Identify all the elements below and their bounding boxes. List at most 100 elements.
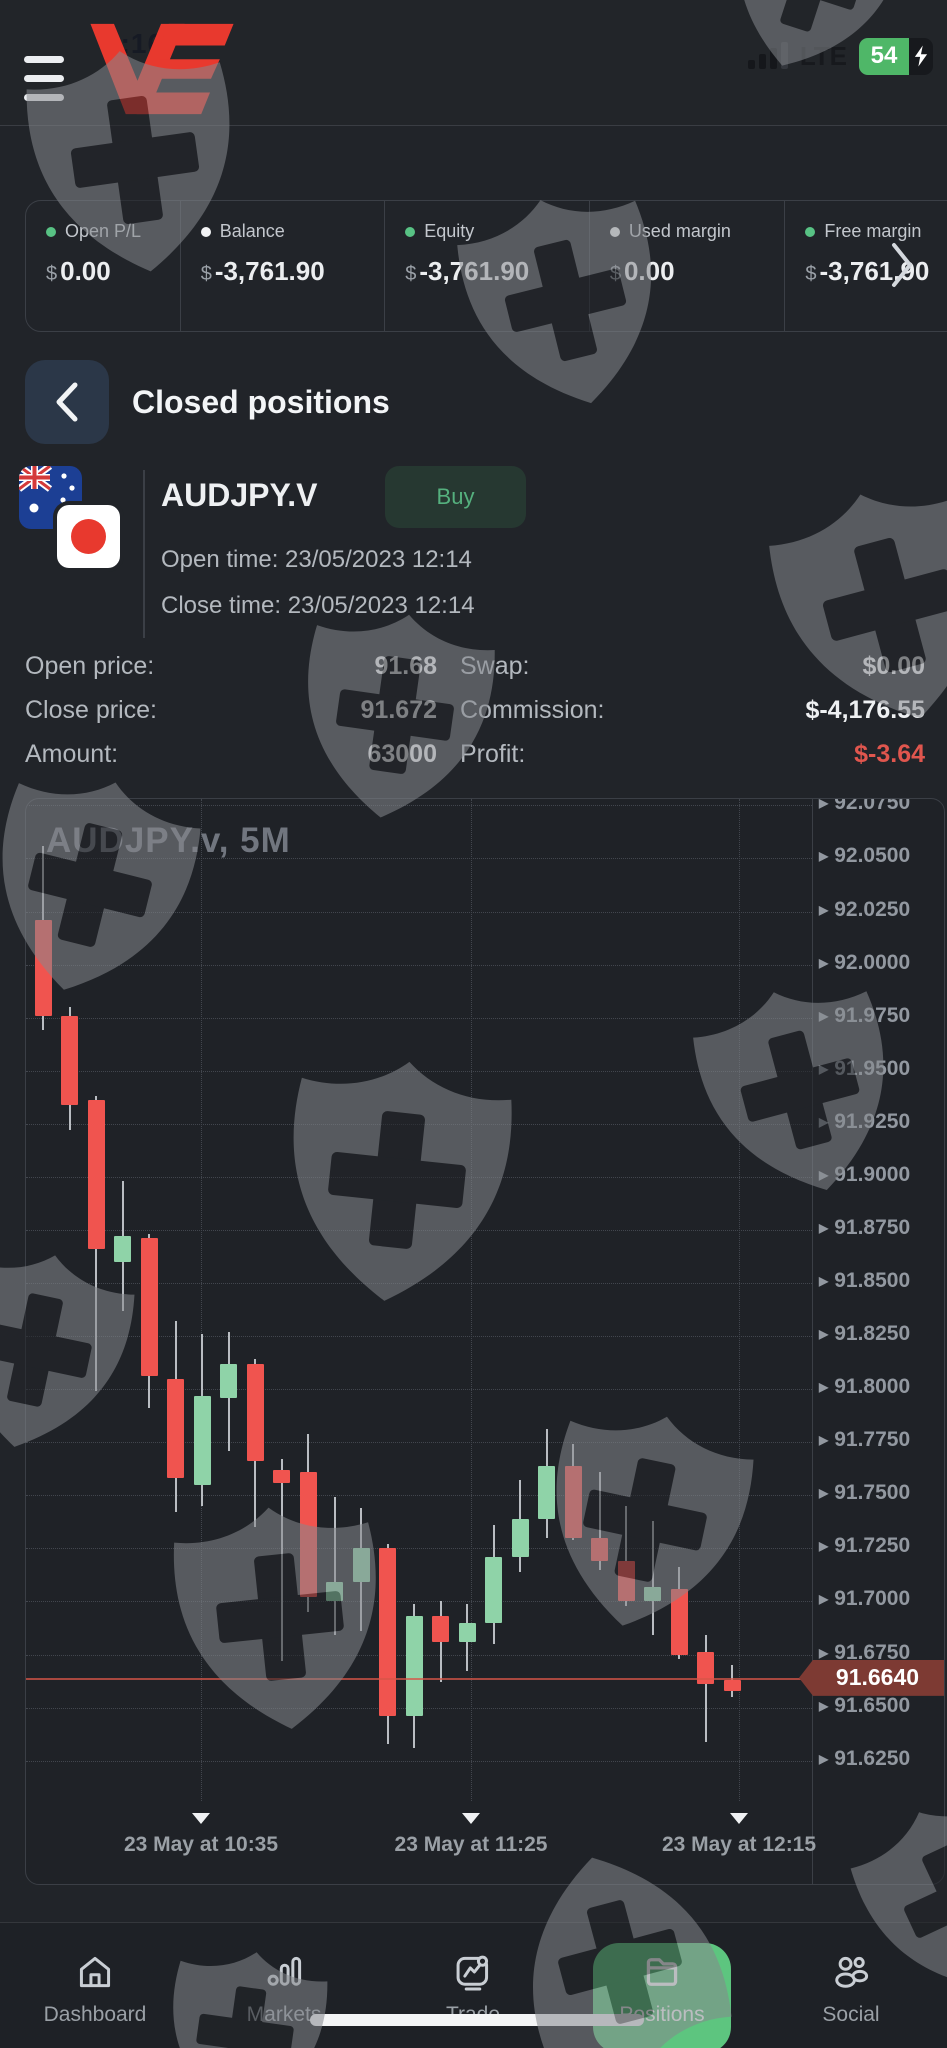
summary-label: Balance	[219, 221, 285, 241]
candle-down	[273, 1469, 290, 1483]
tick-arrow-icon: ▶	[819, 1220, 829, 1235]
gridline	[26, 1442, 812, 1444]
gridline	[26, 1176, 812, 1178]
time-axis-label: 23 May at 12:15	[661, 1833, 817, 1856]
detail-label: Open price:	[25, 652, 155, 680]
app-logo-icon	[90, 23, 234, 115]
status-dot-icon	[46, 226, 56, 237]
detail-label: Amount:	[25, 740, 119, 768]
chart-plot-area: AUDJPY.v, 5M	[26, 799, 812, 1801]
price-axis-label: ▶ 91.7000	[819, 1587, 911, 1611]
tick-arrow-icon: ▶	[819, 849, 829, 864]
nav-item-markets[interactable]: Markets	[204, 1923, 364, 2048]
summary-cell-open-p-l: Open P/L $0.00	[26, 201, 181, 331]
current-price-line	[26, 1677, 812, 1680]
gridline	[26, 1070, 812, 1072]
tick-arrow-icon: ▶	[819, 1114, 829, 1129]
tick-arrow-icon: ▶	[819, 1751, 829, 1766]
detail-label: Close price:	[25, 696, 157, 724]
tick-arrow-icon: ▶	[819, 1167, 829, 1182]
detail-row: Close price: 91.672	[25, 696, 437, 730]
tick-arrow-icon: ▶	[819, 798, 829, 811]
tick-arrow-icon: ▶	[819, 1327, 829, 1342]
detail-value: 63000	[367, 740, 437, 768]
price-axis-label: ▶ 91.8750	[819, 1215, 911, 1239]
candle-up	[220, 1363, 237, 1398]
gridline	[26, 1336, 812, 1338]
network-type: LTE	[799, 40, 847, 71]
candle-up	[644, 1586, 661, 1602]
price-axis-label: ▶ 91.8250	[819, 1322, 911, 1346]
gridline	[26, 1495, 812, 1497]
detail-label: Profit:	[460, 740, 526, 768]
summary-label: Free margin	[824, 221, 922, 241]
gridline	[26, 805, 812, 807]
nav-item-positions[interactable]: Positions	[582, 1923, 742, 2048]
gridline	[201, 799, 202, 1801]
price-chart: AUDJPY.v, 5M ▶ 92.0750 ▶ 92.0500 ▶ 92.0250 ▶ 92…	[25, 798, 945, 1885]
tick-arrow-icon: ▶	[819, 1539, 829, 1554]
summary-scroll-chevron-icon[interactable]	[889, 240, 915, 290]
nav-label: Dashboard	[43, 2003, 147, 2026]
detail-row: Commission: $-4,176.55	[460, 696, 925, 730]
account-summary-strip: Open P/L $0.00 Balance $ -3,761.90 Equity…	[25, 200, 947, 332]
hamburger-menu-icon[interactable]	[24, 56, 68, 108]
nav-item-social[interactable]: Social	[771, 1923, 931, 2048]
candle-up	[193, 1395, 211, 1485]
trade-icon	[451, 1951, 495, 1993]
bottom-nav: Dashboard Markets Trade Positions Social	[0, 1922, 947, 2048]
price-axis-label: ▶ 91.9500	[819, 1056, 911, 1080]
summary-value: $ -3,761.90	[405, 256, 530, 286]
time-axis-label: 23 May at 11:25	[394, 1833, 548, 1856]
candle-down	[299, 1471, 317, 1598]
tick-arrow-icon: ▶	[819, 1274, 829, 1289]
candle-down	[61, 1015, 78, 1105]
side-badge-buy[interactable]: Buy	[385, 466, 526, 528]
position-symbol: AUDJPY.V	[161, 477, 318, 513]
candle-up	[352, 1548, 370, 1583]
tick-arrow-icon: ▶	[819, 1592, 829, 1607]
summary-value: $ -3,761.90	[805, 256, 930, 286]
close-time: Close time: 23/05/2023 12:14	[161, 592, 475, 619]
summary-label: Open P/L	[65, 221, 142, 241]
battery-percent: 54	[859, 37, 909, 75]
charging-bolt-icon	[909, 37, 933, 75]
candle-up	[405, 1616, 423, 1717]
signal-strength-icon	[747, 42, 788, 69]
side-badge-label: Buy	[436, 484, 475, 509]
candle-down	[564, 1465, 582, 1538]
current-price-badge: 91.6640	[799, 1659, 944, 1696]
tick-arrow-icon: ▶	[819, 902, 829, 917]
nav-item-trade[interactable]: Trade	[393, 1923, 553, 2048]
gridline	[26, 1017, 812, 1019]
summary-cell-balance: Balance $ -3,761.90	[181, 201, 386, 331]
summary-label: Equity	[424, 221, 475, 241]
nav-item-dashboard[interactable]: Dashboard	[15, 1923, 175, 2048]
time-tick-icon	[192, 1813, 210, 1824]
candle-down	[723, 1679, 741, 1691]
price-axis-label: ▶ 91.8000	[819, 1375, 911, 1399]
gridline	[26, 1389, 812, 1391]
time-axis-label: 23 May at 10:35	[123, 1833, 279, 1856]
back-button[interactable]	[25, 360, 109, 444]
detail-value: 91.68	[374, 652, 437, 680]
status-icons: LTE 54	[747, 34, 933, 78]
detail-value: $-4,176.55	[805, 696, 925, 724]
price-axis-label: ▶ 92.0500	[819, 844, 911, 868]
people-icon	[829, 1951, 873, 1993]
detail-row: Swap: $0.00	[460, 652, 925, 686]
gridline	[471, 799, 472, 1801]
detail-row: Open price: 91.68	[25, 652, 437, 686]
folder-icon	[640, 1951, 684, 1993]
summary-label: Used margin	[628, 221, 731, 241]
tick-arrow-icon: ▶	[819, 1645, 829, 1660]
price-axis-label: ▶ 91.6250	[819, 1746, 911, 1770]
home-indicator[interactable]	[310, 2014, 644, 2026]
status-dot-icon	[200, 226, 211, 237]
candle-down	[591, 1537, 608, 1562]
header: 5:16 LTE 54	[0, 0, 947, 126]
status-dot-icon	[405, 226, 416, 237]
candle-down	[379, 1548, 396, 1717]
price-axis-label: ▶ 91.8500	[819, 1269, 911, 1293]
candle-wick	[333, 1497, 336, 1636]
